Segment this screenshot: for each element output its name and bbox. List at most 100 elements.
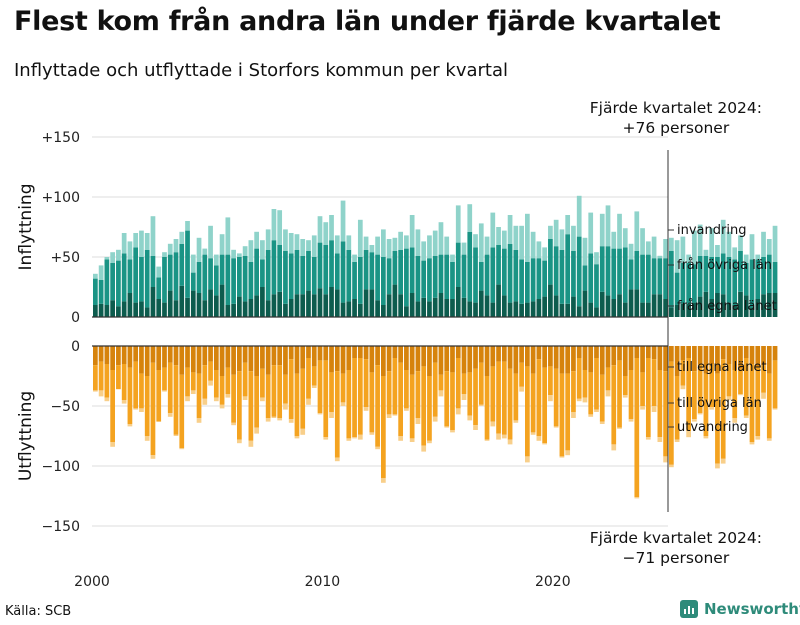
bar-segment bbox=[450, 299, 455, 317]
bar-segment bbox=[772, 225, 778, 262]
bar-segment bbox=[536, 436, 542, 441]
bar-segment bbox=[444, 254, 450, 299]
bar-segment bbox=[162, 390, 167, 392]
bar-segment bbox=[392, 358, 398, 415]
bar-segment bbox=[628, 289, 634, 317]
bar-segment bbox=[294, 249, 300, 295]
bar-segment bbox=[715, 245, 720, 257]
bar-segment bbox=[743, 295, 749, 317]
bar-segment bbox=[444, 236, 450, 255]
bar-segment bbox=[732, 418, 738, 423]
bar-segment bbox=[283, 229, 288, 251]
bar-segment bbox=[432, 255, 438, 298]
bar-segment bbox=[231, 346, 236, 375]
bar-segment bbox=[455, 242, 461, 287]
bar-segment bbox=[381, 305, 386, 317]
bar-segment bbox=[611, 231, 617, 249]
bar-segment bbox=[669, 361, 674, 465]
bar-segment bbox=[352, 358, 357, 438]
bar-segment bbox=[651, 359, 657, 406]
bar-segment bbox=[703, 436, 709, 439]
bar-segment bbox=[553, 368, 559, 427]
bar-segment bbox=[93, 365, 98, 391]
annotation-outflow: Fjärde kvartalet 2024: −71 personer bbox=[590, 528, 762, 568]
y-axis-title: Inflyttning bbox=[16, 184, 36, 271]
bar-segment bbox=[496, 284, 501, 317]
bar-segment bbox=[116, 365, 121, 390]
bar-segment bbox=[697, 255, 703, 297]
bar-segment bbox=[173, 252, 179, 301]
bar-segment bbox=[144, 307, 150, 317]
bar-segment bbox=[260, 287, 265, 317]
bar-segment bbox=[139, 346, 144, 374]
bar-segment bbox=[421, 297, 427, 317]
bar-segment bbox=[357, 434, 363, 440]
bar-segment bbox=[755, 436, 761, 440]
bar-segment bbox=[594, 346, 599, 358]
bar-segment bbox=[357, 257, 363, 304]
bar-segment bbox=[104, 305, 110, 317]
bar-segment bbox=[576, 236, 582, 307]
bar-segment bbox=[167, 413, 173, 417]
bar-segment bbox=[438, 293, 444, 317]
bar-segment bbox=[185, 221, 190, 231]
bar-segment bbox=[565, 234, 571, 304]
bar-segment bbox=[450, 346, 455, 373]
bar-segment bbox=[513, 225, 519, 250]
bar-segment bbox=[208, 289, 213, 317]
bar-segment bbox=[766, 438, 772, 441]
bar-segment bbox=[478, 290, 484, 317]
bar-segment bbox=[110, 263, 115, 301]
bar-segment bbox=[697, 224, 703, 256]
bar-segment bbox=[306, 240, 311, 251]
bar-segment bbox=[467, 346, 473, 373]
bar-segment bbox=[93, 305, 98, 317]
bar-segment bbox=[645, 437, 651, 440]
bar-segment bbox=[663, 258, 668, 299]
bar-segment bbox=[588, 346, 594, 373]
bar-segment bbox=[242, 396, 248, 400]
bar-segment bbox=[93, 390, 98, 392]
bar-segment bbox=[127, 367, 133, 424]
bar-segment bbox=[300, 294, 306, 317]
bar-segment bbox=[375, 300, 380, 317]
bar-segment bbox=[369, 252, 375, 290]
annotation-inflow-line2: +76 personer bbox=[622, 119, 730, 137]
bar-segment bbox=[254, 231, 259, 249]
bar-segment bbox=[340, 241, 346, 303]
bar-segment bbox=[703, 255, 709, 292]
bar-segment bbox=[421, 260, 427, 298]
bar-segment bbox=[427, 440, 432, 444]
bar-segment bbox=[127, 293, 133, 317]
bar-segment bbox=[657, 346, 663, 370]
bar-segment bbox=[548, 225, 553, 239]
bar-segment bbox=[213, 397, 219, 402]
bar-segment bbox=[346, 370, 352, 439]
bar-segment bbox=[450, 254, 455, 262]
bar-segment bbox=[588, 212, 594, 254]
bar-segment bbox=[225, 217, 231, 255]
bar-segment bbox=[738, 368, 743, 394]
bar-segment bbox=[133, 233, 139, 248]
bar-segment bbox=[617, 294, 622, 317]
bar-segment bbox=[455, 408, 461, 415]
bar-segment bbox=[167, 254, 173, 291]
bar-segment bbox=[478, 404, 484, 406]
bar-segment bbox=[225, 254, 231, 305]
bar-segment bbox=[496, 245, 501, 285]
bar-segment bbox=[265, 229, 271, 250]
bar-segment bbox=[323, 437, 329, 440]
bar-segment bbox=[127, 346, 133, 368]
bar-segment bbox=[381, 376, 386, 478]
y-tick-label: 0 bbox=[71, 339, 80, 355]
bar-segment bbox=[553, 295, 559, 317]
bar-segment bbox=[628, 259, 634, 290]
bar-segment bbox=[628, 419, 634, 422]
bar-segment bbox=[599, 421, 605, 424]
bar-segment bbox=[525, 456, 530, 463]
bar-segment bbox=[680, 360, 686, 386]
bar-segment bbox=[496, 361, 501, 434]
bar-segment bbox=[467, 231, 473, 302]
bar-segment bbox=[409, 346, 415, 375]
bar-segment bbox=[525, 302, 530, 317]
